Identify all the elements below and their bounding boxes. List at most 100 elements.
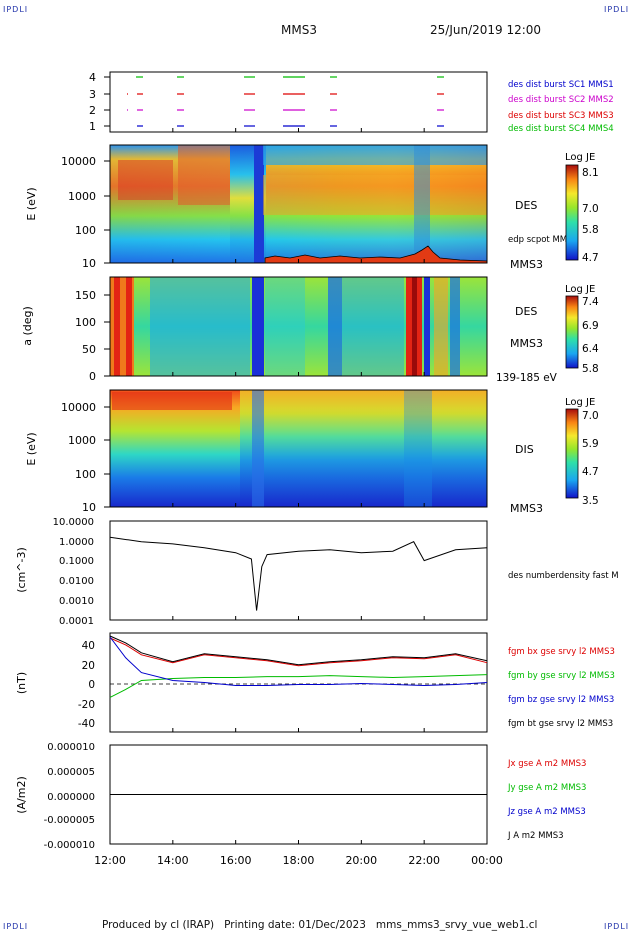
current-legend-j: J A m2 MMS3: [507, 831, 564, 841]
density-ytick: 0.0100: [59, 576, 94, 587]
time-tick: 12:00: [94, 854, 126, 867]
density-ytick: 10.0000: [53, 517, 94, 528]
des-pitch-ytick: 0: [89, 370, 96, 383]
des-energy-cbar-title: Log JE: [565, 152, 595, 163]
dis-energy-label: DIS: [515, 443, 534, 456]
des-energy-colorbar: [565, 164, 579, 261]
burst-panel: 4 3 2 1 des dist burst SC1 MMS1 des dist…: [89, 71, 614, 134]
bfield-legend-bx: fgm bx gse srvy l2 MMS3: [508, 647, 615, 657]
des-pitch-ytick: 150: [75, 289, 96, 302]
bfield-ylabel: (nT): [15, 672, 28, 694]
des-energy-cbar-tick: 8.1: [582, 167, 599, 179]
dis-energy-sc: MMS3: [510, 502, 543, 515]
bfield-series-bz: [109, 636, 488, 687]
des-pitch-colorbar: [565, 295, 579, 369]
burst-legend-mms3: des dist burst SC3 MMS3: [508, 111, 614, 121]
density-ytick: 0.1000: [59, 556, 94, 567]
bfield-legend-bz: fgm bz gse srvy l2 MMS3: [508, 695, 614, 705]
des-energy-sc: MMS3: [510, 258, 543, 271]
current-ytick: -0.000005: [44, 815, 95, 826]
density-legend: des numberdensity fast M: [508, 571, 619, 581]
bfield-series-by: [109, 674, 488, 698]
des-pitch-cbar-title: Log JE: [565, 284, 595, 295]
dis-energy-cbar-tick: 4.7: [582, 466, 599, 478]
des-energy-ylabel: E (eV): [25, 187, 38, 220]
time-tick: 16:00: [220, 854, 252, 867]
density-ytick: 1.0000: [59, 537, 94, 548]
current-legend-jz: Jz gse A m2 MMS3: [507, 807, 586, 817]
current-ylabel: (A/m2): [15, 776, 28, 814]
bfield-series-bt: [109, 635, 488, 666]
dis-energy-ylabel: E (eV): [25, 432, 38, 465]
density-panel: 10.0000 1.0000 0.1000 0.0100 0.0010 0.00…: [15, 517, 619, 627]
burst-ytick: 4: [89, 71, 96, 84]
des-pitch-range: 139-185 eV: [496, 372, 558, 384]
des-energy-ytick: 100: [75, 224, 96, 237]
ipdli-mark-tr: IPDLI: [604, 5, 630, 14]
bfield-legend-by: fgm by gse srvy l2 MMS3: [508, 671, 615, 681]
bfield-ytick: -20: [78, 699, 95, 711]
dis-energy-colorbar: [565, 408, 579, 499]
current-ytick: 0.000000: [47, 792, 95, 803]
burst-legend-mms1: des dist burst SC1 MMS1: [508, 80, 614, 90]
bfield-series-bx: [109, 637, 488, 667]
bfield-legend-bt: fgm bt gse srvy l2 MMS3: [508, 719, 613, 729]
header-spacecraft: MMS3: [281, 23, 317, 37]
dis-energy-cbar-tick: 5.9: [582, 438, 599, 450]
time-tick: 20:00: [345, 854, 377, 867]
bfield-ytick: 0: [88, 679, 95, 691]
des-energy-ytick: 10: [82, 257, 96, 270]
burst-legend-mms2: des dist burst SC2 MMS2: [508, 95, 614, 105]
current-legend-jy: Jy gse A m2 MMS3: [507, 783, 586, 793]
dis-energy-ytick: 10: [82, 501, 96, 514]
ipdli-mark-br: IPDLI: [604, 922, 630, 931]
bfield-ytick: 40: [82, 640, 95, 652]
ipdli-mark-bl: IPDLI: [3, 922, 29, 931]
current-ytick: 0.000005: [47, 767, 95, 778]
burst-ytick: 3: [89, 88, 96, 101]
current-panel: 0.000010 0.000005 0.000000 -0.000005 -0.…: [15, 742, 586, 851]
des-energy-panel: 10000 1000 100 10 E (eV) DES edp scpot M…: [25, 144, 599, 271]
dis-energy-cbar-tick: 3.5: [582, 495, 599, 507]
des-pitch-ytick: 50: [82, 343, 96, 356]
density-ytick: 0.0001: [59, 616, 94, 627]
des-energy-label: DES: [515, 199, 537, 212]
time-tick: 00:00: [471, 854, 503, 867]
time-tick: 14:00: [157, 854, 189, 867]
burst-ytick: 1: [89, 120, 96, 133]
current-ytick: -0.000010: [44, 840, 95, 851]
bfield-ytick: 20: [82, 660, 95, 672]
des-pitch-sc: MMS3: [510, 337, 543, 350]
bfield-panel: 40 20 0 -20 -40 (nT) fgm bx gse srvy l2 …: [15, 632, 615, 733]
bfield-ytick: -40: [78, 718, 95, 730]
dis-energy-panel: 10000 1000 100 10 E (eV) DIS MMS3 Log JE…: [25, 389, 599, 515]
des-pitch-ytick: 100: [75, 316, 96, 329]
des-energy-cbar-tick: 5.8: [582, 224, 599, 236]
time-axis: 12:00 14:00 16:00 18:00 20:00 22:00 00:0…: [94, 854, 503, 867]
des-pitch-label: DES: [515, 305, 537, 318]
dis-energy-ytick: 1000: [68, 434, 96, 447]
des-energy-ytick: 1000: [68, 190, 96, 203]
time-tick: 22:00: [408, 854, 440, 867]
dis-energy-cbar-title: Log JE: [565, 397, 595, 408]
des-pitch-cbar-tick: 7.4: [582, 296, 599, 308]
dis-energy-ytick: 100: [75, 468, 96, 481]
des-pitch-ylabel: a (deg): [21, 306, 34, 346]
time-tick: 18:00: [283, 854, 315, 867]
current-ytick: 0.000010: [47, 742, 95, 753]
density-series-line: [109, 536, 488, 611]
ipdli-mark-tl: IPDLI: [3, 5, 29, 14]
des-pitch-cbar-tick: 6.4: [582, 343, 599, 355]
burst-legend-mms4: des dist burst SC4 MMS4: [508, 124, 614, 134]
des-energy-overlay-label: edp scpot MMS3: [508, 235, 578, 245]
current-legend-jx: Jx gse A m2 MMS3: [507, 759, 586, 769]
burst-ytick: 2: [89, 104, 96, 117]
density-ytick: 0.0010: [59, 596, 94, 607]
des-pitch-cbar-tick: 6.9: [582, 320, 599, 332]
dis-energy-cbar-tick: 7.0: [582, 410, 599, 422]
density-ylabel: (cm^-3): [15, 547, 28, 593]
des-energy-ytick: 10000: [61, 155, 96, 168]
des-pitch-cbar-tick: 5.8: [582, 363, 599, 375]
des-pitch-panel: 150 100 50 0 a (deg) DES MMS3 139-185 eV…: [21, 276, 599, 384]
